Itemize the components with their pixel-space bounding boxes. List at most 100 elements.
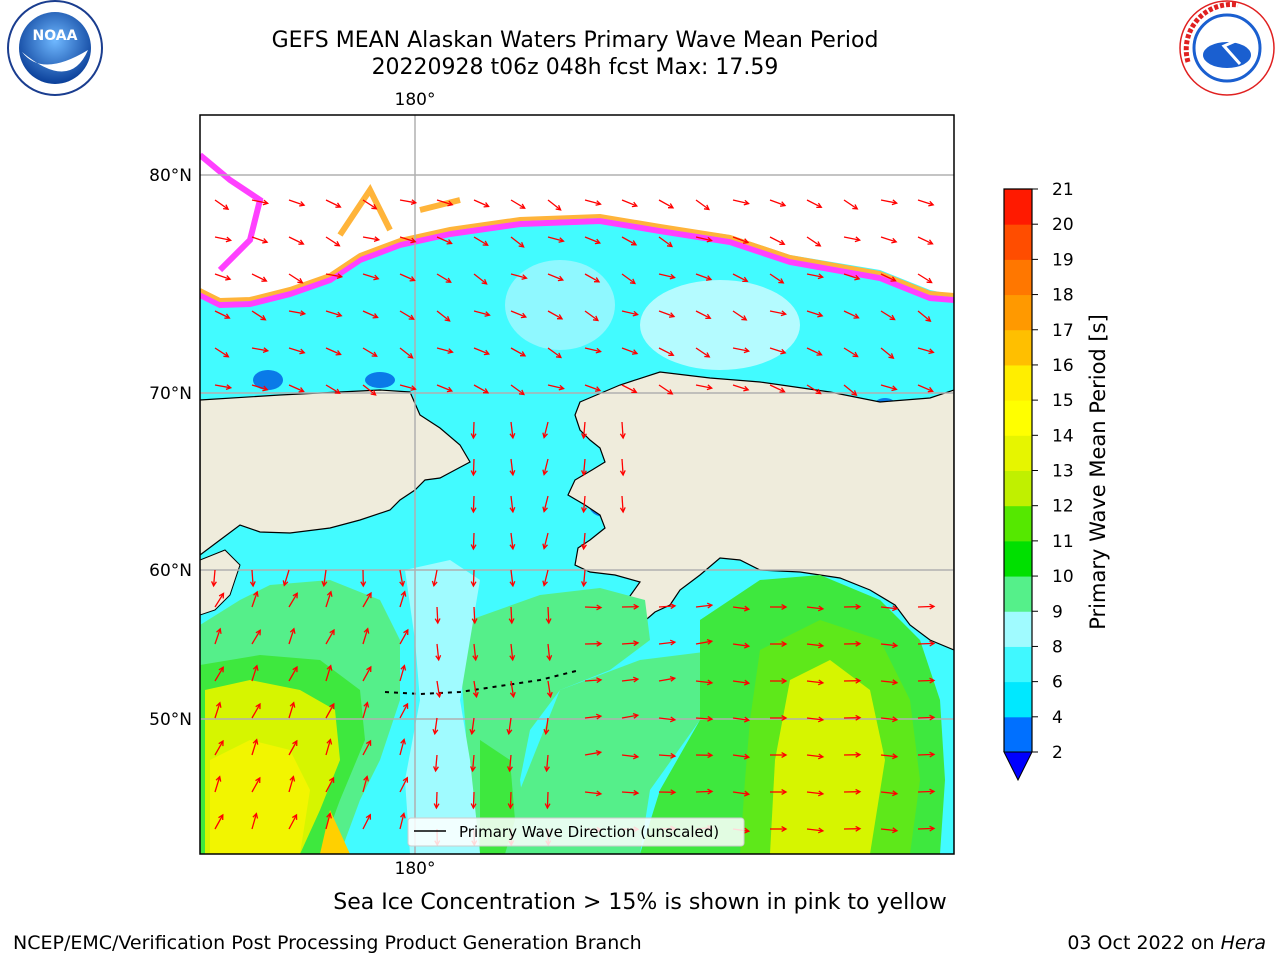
wave-arrow: [732, 680, 749, 684]
wave-arrow-head: [596, 640, 603, 647]
wave-arrow-head: [289, 701, 296, 708]
wave-arrow: [584, 679, 602, 682]
wave-arrow: [621, 421, 624, 439]
wave-arrow-head: [433, 803, 440, 810]
wave-arrow: [843, 384, 857, 396]
wave-arrow-head: [366, 665, 372, 673]
wave-arrow-head: [667, 389, 674, 395]
lon-label-bottom: 180°: [395, 859, 436, 879]
wave-arrow: [473, 680, 478, 697]
colorbar-tick-label: 8: [1052, 637, 1063, 657]
wave-arrow: [584, 236, 601, 244]
wave-arrow: [658, 199, 674, 209]
wave-arrow-head: [482, 240, 489, 246]
wave-arrow: [288, 740, 298, 756]
wave-arrow-head: [445, 277, 452, 283]
wave-arrow-head: [321, 580, 328, 588]
wave-arrow: [582, 532, 586, 549]
wave-arrow: [510, 310, 527, 318]
wave-arrow: [251, 591, 258, 608]
wave-arrow: [843, 199, 858, 210]
wave-arrow-head: [929, 677, 936, 684]
wave-arrow: [251, 813, 258, 830]
wave-arrow-head: [592, 315, 599, 322]
colorbar-tick-label: 21: [1052, 180, 1074, 200]
wave-arrow-head: [929, 788, 936, 795]
wave-arrow: [288, 273, 303, 284]
wave-arrow-head: [470, 581, 477, 588]
wave-arrow: [510, 495, 514, 512]
wave-arrow: [251, 199, 268, 204]
wave-arrow: [436, 273, 452, 283]
wave-arrow: [917, 384, 933, 392]
wave-arrow-head: [781, 641, 788, 647]
wave-arrow: [582, 421, 586, 438]
wave-arrow-head: [703, 204, 710, 211]
wave-arrow-head: [706, 679, 714, 686]
wave-arrow-head: [855, 714, 862, 721]
wave-arrow: [621, 199, 638, 207]
wave-arrow-head: [704, 352, 711, 358]
wave-arrow-head: [855, 788, 862, 795]
wave-arrow-head: [892, 827, 899, 834]
wave-arrow: [325, 591, 332, 608]
wave-arrow: [325, 310, 342, 317]
colorbar-segment: [1004, 540, 1032, 577]
wave-arrow: [695, 273, 712, 281]
wave-arrow: [806, 754, 823, 758]
wave-arrow: [399, 665, 406, 682]
wave-arrow: [917, 347, 934, 354]
wave-arrow-head: [595, 749, 603, 756]
wave-arrow-head: [326, 664, 333, 671]
wave-arrow: [695, 236, 712, 242]
wave-arrow: [584, 384, 601, 392]
wave-arrow-head: [336, 311, 343, 318]
wave-arrow-head: [518, 389, 525, 396]
wave-arrow-head: [470, 507, 477, 514]
wave-arrow: [806, 236, 821, 247]
wave-arrow-head: [470, 544, 477, 551]
wave-arrow: [251, 384, 268, 391]
wave-arrow-head: [596, 604, 603, 611]
wave-arrow-head: [890, 276, 897, 282]
wave-arrow: [288, 666, 298, 682]
wave-arrow-head: [742, 276, 749, 283]
wave-arrow-head: [225, 384, 233, 391]
wave-arrow-head: [669, 273, 676, 280]
wave-arrow: [621, 714, 638, 719]
wave-arrow: [547, 347, 562, 358]
wave-arrow-head: [743, 753, 751, 760]
wave-arrow: [806, 791, 823, 795]
wave-arrow-head: [558, 384, 565, 391]
wave-arrow: [214, 347, 229, 358]
wave-arrow: [880, 236, 897, 243]
wave-arrow: [473, 199, 489, 208]
wave-arrow: [547, 384, 564, 390]
wave-arrow: [917, 679, 935, 682]
wave-arrow-head: [297, 277, 304, 284]
wave-arrow: [325, 777, 335, 793]
wave-arrow: [547, 273, 564, 281]
wave-arrow-head: [400, 812, 406, 819]
colorbar-label: Primary Wave Mean Period [s]: [1086, 314, 1110, 630]
wave-arrow-head: [363, 701, 370, 708]
wave-arrow-head: [521, 274, 528, 280]
wave-arrow: [510, 384, 525, 395]
wave-arrow-head: [632, 310, 639, 317]
wave-arrow-head: [446, 386, 454, 393]
wave-arrow: [510, 532, 514, 549]
wave-arrow-head: [218, 592, 225, 599]
wave-arrow-head: [363, 627, 370, 634]
wave-arrow-head: [482, 388, 490, 394]
wave-arrow: [806, 273, 823, 278]
wave-arrow-head: [402, 776, 409, 783]
wave-arrow-head: [435, 655, 442, 662]
wave-arrow: [399, 739, 405, 756]
wave-arrow-head: [470, 470, 477, 477]
wave-arrow-head: [335, 202, 342, 208]
wave-arrow-head: [855, 751, 862, 758]
wave-arrow: [510, 199, 526, 209]
wave-arrow-head: [402, 702, 409, 709]
wave-arrow: [436, 199, 453, 206]
wave-arrow-head: [431, 580, 438, 588]
